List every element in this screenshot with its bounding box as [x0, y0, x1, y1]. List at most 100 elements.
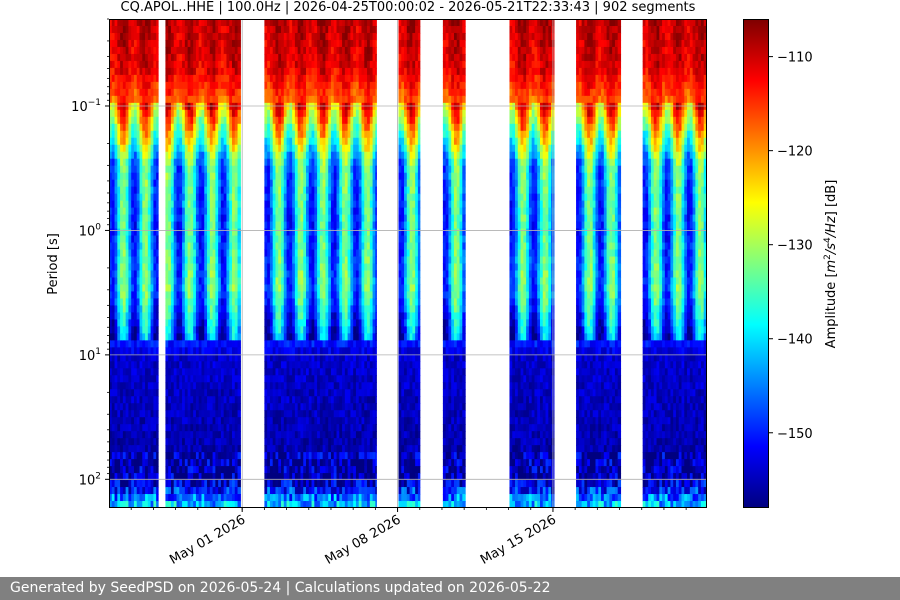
heatmap-cell — [209, 249, 214, 258]
heatmap-cell — [283, 32, 288, 41]
heatmap-cell — [125, 158, 130, 167]
heatmap-cell — [184, 165, 189, 174]
heatmap-cell — [165, 284, 169, 293]
heatmap-cell — [212, 375, 216, 383]
heatmap-cell — [165, 347, 169, 355]
heatmap-cell — [109, 151, 113, 160]
heatmap-cell — [283, 151, 288, 160]
heatmap-cell — [153, 487, 157, 495]
heatmap-cell — [179, 340, 183, 348]
heatmap-cell — [179, 179, 183, 188]
heatmap-cell — [170, 186, 175, 195]
heatmap-cell — [120, 228, 124, 237]
heatmap-cell — [153, 60, 157, 69]
heatmap-cell — [184, 326, 189, 334]
heatmap-cell — [170, 263, 175, 272]
heatmap-cell — [272, 438, 277, 446]
heatmap-cell — [237, 60, 241, 69]
heatmap-cell — [267, 361, 271, 369]
heatmap-cell — [184, 410, 189, 418]
heatmap-cell — [281, 459, 285, 467]
heatmap-cell — [223, 438, 228, 446]
heatmap-cell — [267, 270, 271, 279]
heatmap-cell — [212, 410, 216, 418]
heatmap-cell — [218, 382, 222, 390]
heatmap-cell — [226, 375, 230, 383]
heatmap-cell — [201, 494, 205, 502]
heatmap-cell — [128, 25, 132, 34]
heatmap-cell — [145, 102, 149, 111]
heatmap-cell — [179, 368, 183, 376]
heatmap-cell — [229, 88, 233, 97]
heatmap-cell — [136, 375, 141, 383]
heatmap-cell — [173, 221, 178, 230]
heatmap-cell — [193, 214, 197, 223]
heatmap-cell — [207, 438, 211, 446]
heatmap-cell — [125, 305, 130, 313]
heatmap-cell — [193, 480, 197, 488]
heatmap-cell — [275, 480, 279, 488]
heatmap-cell — [281, 312, 285, 320]
heatmap-cell — [229, 396, 233, 404]
heatmap-cell — [176, 375, 180, 383]
heatmap-cell — [204, 165, 208, 174]
heatmap-cell — [195, 214, 200, 223]
heatmap-cell — [275, 214, 279, 223]
heatmap-cell — [220, 158, 225, 167]
heatmap-cell — [142, 326, 146, 334]
heatmap-cell — [269, 305, 274, 313]
heatmap-cell — [229, 95, 233, 104]
heatmap-cell — [229, 487, 233, 495]
heatmap-cell — [212, 179, 216, 188]
heatmap-cell — [190, 144, 194, 153]
heatmap-cell — [139, 452, 143, 460]
heatmap-cell — [201, 151, 205, 160]
heatmap-cell — [207, 102, 211, 111]
heatmap-cell — [150, 172, 154, 181]
heatmap-cell — [212, 74, 216, 83]
heatmap-cell — [281, 305, 285, 313]
heatmap-cell — [204, 312, 208, 320]
heatmap-cell — [114, 53, 118, 62]
heatmap-cell — [150, 284, 154, 293]
heatmap-cell — [218, 88, 222, 97]
heatmap-cell — [212, 102, 216, 111]
heatmap-cell — [209, 305, 214, 313]
heatmap-cell — [264, 221, 268, 230]
heatmap-cell — [173, 277, 178, 286]
heatmap-cell — [182, 487, 186, 495]
heatmap-cell — [272, 116, 277, 125]
heatmap-cell — [234, 480, 239, 488]
heatmap-cell — [215, 46, 219, 55]
heatmap-cell — [232, 354, 236, 362]
heatmap-cell — [133, 249, 138, 258]
heatmap-cell — [150, 354, 154, 362]
heatmap-cell — [229, 445, 233, 453]
heatmap-cell — [269, 340, 274, 348]
heatmap-cell — [190, 123, 194, 132]
heatmap-cell — [264, 179, 268, 188]
heatmap-cell — [272, 431, 277, 439]
heatmap-cell — [223, 60, 228, 69]
heatmap-cell — [232, 473, 236, 481]
heatmap-cell — [215, 109, 219, 118]
heatmap-cell — [237, 326, 241, 334]
heatmap-cell — [223, 165, 228, 174]
heatmap-cell — [232, 25, 236, 34]
heatmap-cell — [173, 431, 178, 439]
heatmap-cell — [128, 228, 132, 237]
heatmap-cell — [207, 39, 211, 48]
heatmap-cell — [212, 32, 216, 41]
heatmap-cell — [201, 473, 205, 481]
heatmap-cell — [179, 193, 183, 202]
heatmap-cell — [156, 74, 159, 83]
heatmap-cell — [133, 19, 138, 27]
heatmap-cell — [209, 270, 214, 279]
heatmap-cell — [111, 445, 116, 453]
heatmap-cell — [212, 312, 216, 320]
heatmap-cell — [267, 249, 271, 258]
heatmap-cell — [114, 200, 118, 209]
heatmap-cell — [142, 480, 146, 488]
heatmap-cell — [187, 95, 191, 104]
heatmap-cell — [215, 312, 219, 320]
